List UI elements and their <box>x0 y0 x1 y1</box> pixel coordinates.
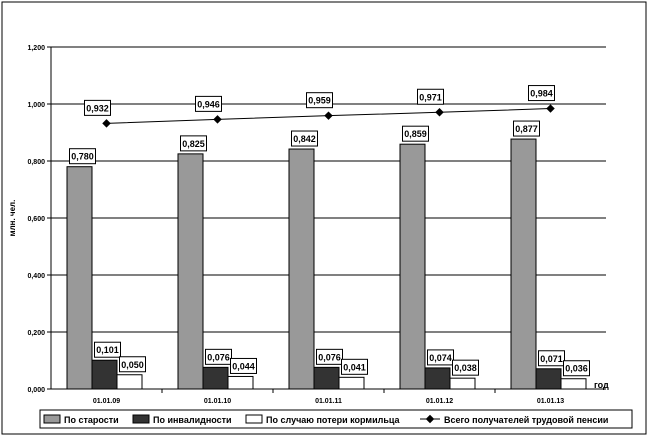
legend-swatch-2 <box>132 414 150 424</box>
bar-2-2 <box>202 366 229 390</box>
bar-3-5 <box>560 378 587 390</box>
bar-1-2 <box>177 153 204 390</box>
data-label-total-2: 0,946 <box>197 99 220 109</box>
data-label-total-4-box <box>417 88 444 105</box>
axes-layer: 0,000 0,200 0,400 0,600 0,800 1,000 1,200 01.01… <box>27 45 606 405</box>
data-label-s2-5: 0,071 <box>540 354 563 364</box>
legend-label-4: Всего получателей трудовой пенсии <box>444 415 608 425</box>
data-label-total-2-box <box>195 95 222 112</box>
data-label-s3-1: 0,050 <box>121 360 144 370</box>
data-label-s1-3: 0,842 <box>293 134 316 144</box>
data-label-s2-1: 0,101 <box>96 345 119 355</box>
data-label-s3-4: 0,038 <box>454 363 477 373</box>
data-label-s3-5-box <box>563 360 590 377</box>
x-tick-label: 01.01.12 <box>426 398 453 405</box>
line-marker-2 <box>213 115 222 124</box>
data-label-s2-3: 0,076 <box>318 352 341 362</box>
data-label-s1-5: 0,877 <box>515 124 538 134</box>
data-label-s3-2-box <box>230 357 257 374</box>
data-label-s2-2: 0,076 <box>207 352 230 362</box>
data-label-s1-3-box <box>291 130 318 147</box>
data-label-total-3-box <box>306 92 333 109</box>
x-tick-label: 01.01.09 <box>93 398 120 405</box>
labels-layer: 0,7800,1010,0500,8250,0760,0440,8420,076… <box>69 85 590 377</box>
data-label-s2-5-box <box>538 350 565 367</box>
line-marker-1 <box>102 119 111 128</box>
bar-2-1 <box>91 359 118 390</box>
x-tick-label: 01.01.13 <box>537 398 564 405</box>
legend-label-3: По случаю потери кормильца <box>266 415 400 425</box>
y-axis-label: млн. чел. <box>8 200 17 237</box>
data-label-s1-4: 0,859 <box>404 129 427 139</box>
data-label-s1-1: 0,780 <box>71 152 94 162</box>
bar-1-1 <box>66 166 93 390</box>
bar-3-1 <box>116 374 143 390</box>
bar-3-2 <box>227 375 254 390</box>
data-label-total-1-box <box>84 99 111 116</box>
line-marker-4 <box>435 108 444 117</box>
bar-1-4 <box>399 143 426 390</box>
data-label-s3-3: 0,041 <box>343 362 366 372</box>
y-tick-label: 0,200 <box>27 330 45 337</box>
bar-3-3 <box>338 376 365 390</box>
line-layer <box>102 104 555 128</box>
data-label-s3-4-box <box>452 359 479 376</box>
data-label-total-5: 0,984 <box>530 89 553 99</box>
data-label-total-4: 0,971 <box>419 92 442 102</box>
y-tick-label: 0,800 <box>27 159 45 166</box>
data-label-s3-5: 0,036 <box>565 364 588 374</box>
legend-label-2: По инвалидности <box>153 415 232 425</box>
x-axis-label: год <box>594 380 609 390</box>
data-label-s1-2-box <box>180 135 207 152</box>
legend-box <box>39 409 633 429</box>
data-label-total-5-box <box>528 85 555 102</box>
data-label-s1-2: 0,825 <box>182 139 205 149</box>
data-label-s3-2: 0,044 <box>232 361 255 371</box>
x-tick-label: 01.01.11 <box>315 398 342 405</box>
bars-layer <box>66 138 587 390</box>
line-marker-3 <box>324 111 333 120</box>
data-label-total-3: 0,959 <box>308 96 331 106</box>
data-label-s3-3-box <box>341 358 368 375</box>
legend-label-1: По старости <box>64 415 119 425</box>
bar-1-5 <box>510 138 537 390</box>
bar-2-5 <box>535 368 562 390</box>
data-label-s1-1-box <box>69 148 96 165</box>
data-label-s2-1-box <box>94 341 121 358</box>
y-tick-label: 1,200 <box>27 45 45 52</box>
y-tick-label: 0,600 <box>27 216 45 223</box>
data-label-s2-4-box <box>427 349 454 366</box>
data-label-s1-4-box <box>402 125 429 142</box>
bar-1-3 <box>288 148 315 390</box>
y-tick-label: 1,000 <box>27 102 45 109</box>
data-label-s2-3-box <box>316 348 343 365</box>
legend-swatch-1 <box>43 414 61 424</box>
data-label-s2-2-box <box>205 348 232 365</box>
data-label-total-1: 0,932 <box>86 103 109 113</box>
x-tick-label: 01.01.10 <box>204 398 231 405</box>
bar-2-4 <box>424 367 451 390</box>
bar-3-4 <box>449 377 476 390</box>
legend-swatch-3 <box>245 414 263 424</box>
data-label-s3-1-box <box>119 356 146 373</box>
data-label-s2-4: 0,074 <box>429 353 452 363</box>
y-tick-label: 0,000 <box>27 387 45 394</box>
data-label-s1-5-box <box>513 120 540 137</box>
legend-swatch-marker <box>425 414 435 424</box>
bar-2-3 <box>313 366 340 390</box>
y-tick-label: 0,400 <box>27 273 45 280</box>
legend: По старости По инвалидности По случаю поте… <box>39 409 633 429</box>
